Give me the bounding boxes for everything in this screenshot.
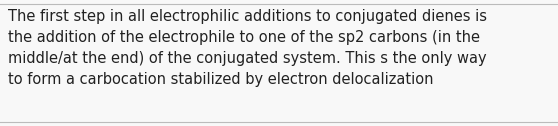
Text: The first step in all electrophilic additions to conjugated dienes is
the additi: The first step in all electrophilic addi… [8,9,487,87]
